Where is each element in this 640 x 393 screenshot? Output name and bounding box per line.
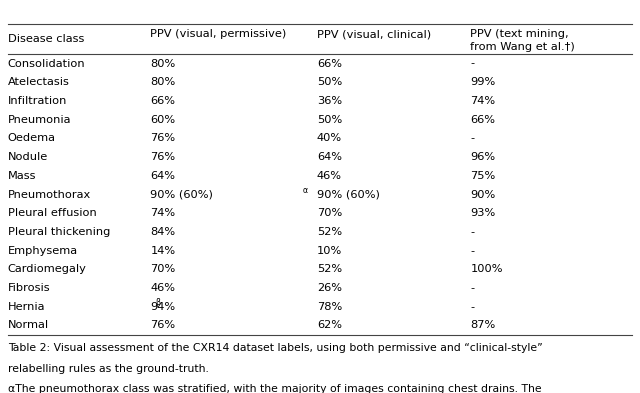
Text: 76%: 76% — [150, 320, 175, 331]
Text: -: - — [470, 302, 474, 312]
Text: -: - — [470, 133, 474, 143]
Text: β: β — [155, 298, 160, 307]
Text: Fibrosis: Fibrosis — [8, 283, 51, 293]
Text: 64%: 64% — [150, 171, 175, 181]
Text: 90% (60%): 90% (60%) — [150, 189, 213, 200]
Text: -: - — [470, 246, 474, 256]
Text: Mass: Mass — [8, 171, 36, 181]
Text: 75%: 75% — [470, 171, 495, 181]
Text: 50%: 50% — [317, 77, 342, 87]
Text: Nodule: Nodule — [8, 152, 48, 162]
Text: 10%: 10% — [317, 246, 342, 256]
Text: 66%: 66% — [317, 59, 342, 69]
Text: 60%: 60% — [150, 115, 175, 125]
Text: 80%: 80% — [150, 77, 175, 87]
Text: 80%: 80% — [150, 59, 175, 69]
Text: 100%: 100% — [470, 264, 503, 274]
Text: Pleural thickening: Pleural thickening — [8, 227, 110, 237]
Text: 52%: 52% — [317, 264, 342, 274]
Text: Pneumothorax: Pneumothorax — [8, 189, 91, 200]
Text: Infiltration: Infiltration — [8, 96, 67, 106]
Text: -: - — [470, 283, 474, 293]
Text: 46%: 46% — [150, 283, 175, 293]
Text: 90% (60%): 90% (60%) — [317, 189, 380, 200]
Text: PPV (visual, clinical): PPV (visual, clinical) — [317, 29, 431, 39]
Text: 87%: 87% — [470, 320, 495, 331]
Text: 64%: 64% — [317, 152, 342, 162]
Text: 46%: 46% — [317, 171, 342, 181]
Text: 14%: 14% — [150, 246, 175, 256]
Text: Normal: Normal — [8, 320, 49, 331]
Text: 78%: 78% — [317, 302, 342, 312]
Text: Disease class: Disease class — [8, 34, 84, 44]
Text: PPV (text mining,
from Wang et al.†): PPV (text mining, from Wang et al.†) — [470, 29, 575, 52]
Text: 70%: 70% — [317, 208, 342, 218]
Text: 96%: 96% — [470, 152, 495, 162]
Text: -: - — [470, 227, 474, 237]
Text: 50%: 50% — [317, 115, 342, 125]
Text: 76%: 76% — [150, 133, 175, 143]
Text: Table 2: Visual assessment of the CXR14 dataset labels, using both permissive an: Table 2: Visual assessment of the CXR14 … — [8, 343, 543, 353]
Text: Emphysema: Emphysema — [8, 246, 78, 256]
Text: 74%: 74% — [150, 208, 175, 218]
Text: Atelectasis: Atelectasis — [8, 77, 70, 87]
Text: -: - — [470, 59, 474, 69]
Text: 93%: 93% — [470, 208, 495, 218]
Text: Cardiomegaly: Cardiomegaly — [8, 264, 86, 274]
Text: 62%: 62% — [317, 320, 342, 331]
Text: Pneumonia: Pneumonia — [8, 115, 71, 125]
Text: Oedema: Oedema — [8, 133, 56, 143]
Text: αThe pneumothorax class was stratified, with the majority of images containing c: αThe pneumothorax class was stratified, … — [8, 384, 541, 393]
Text: 66%: 66% — [470, 115, 495, 125]
Text: 40%: 40% — [317, 133, 342, 143]
Text: 26%: 26% — [317, 283, 342, 293]
Text: 99%: 99% — [470, 77, 495, 87]
Text: relabelling rules as the ground-truth.: relabelling rules as the ground-truth. — [8, 364, 209, 374]
Text: 74%: 74% — [470, 96, 495, 106]
Text: α: α — [303, 186, 308, 195]
Text: 70%: 70% — [150, 264, 175, 274]
Text: Hernia: Hernia — [8, 302, 45, 312]
Text: 76%: 76% — [150, 152, 175, 162]
Text: PPV (visual, permissive): PPV (visual, permissive) — [150, 29, 287, 39]
Text: 90%: 90% — [470, 189, 495, 200]
Text: 36%: 36% — [317, 96, 342, 106]
Text: Consolidation: Consolidation — [8, 59, 85, 69]
Text: 94%: 94% — [150, 302, 175, 312]
Text: 84%: 84% — [150, 227, 175, 237]
Text: Pleural effusion: Pleural effusion — [8, 208, 97, 218]
Text: 52%: 52% — [317, 227, 342, 237]
Text: 66%: 66% — [150, 96, 175, 106]
